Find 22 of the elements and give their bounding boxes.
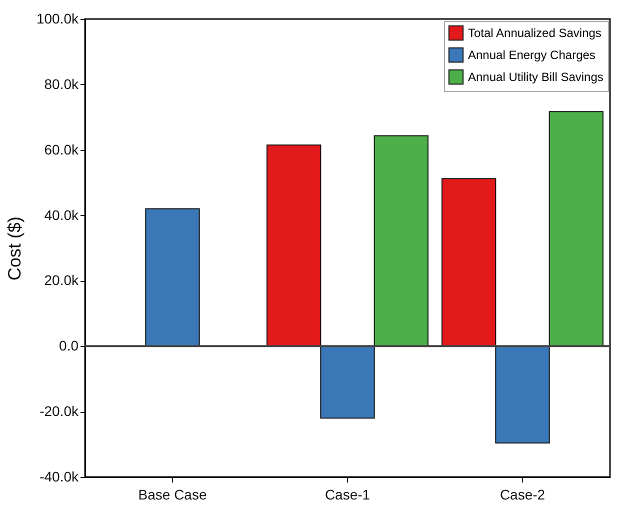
bar: [266, 144, 322, 347]
y-tick-label: 0.0: [59, 338, 79, 354]
y-axis-title: Cost ($): [4, 216, 24, 281]
y-tick-label: 20.0k: [44, 272, 80, 288]
y-tick-label: -20.0k: [40, 403, 80, 420]
bar: [320, 346, 375, 419]
y-tick-label: 60.0k: [44, 141, 80, 158]
legend-label: Total Annualized Savings: [468, 26, 602, 40]
x-tick-label: Case-1: [324, 486, 370, 502]
bar: [548, 111, 604, 347]
legend-label: Annual Utility Bill Savings: [468, 70, 604, 84]
y-tick-label: 80.0k: [44, 76, 80, 92]
x-tick-label: Case-2: [500, 486, 546, 502]
bar: [374, 135, 428, 347]
y-tick-label: 40.0k: [44, 206, 80, 223]
y-tick-label: -40.0k: [40, 468, 80, 484]
bar: [442, 178, 496, 347]
bar: [145, 208, 200, 347]
y-tick-label: 100.0k: [36, 10, 80, 26]
legend-label: Annual Energy Charges: [468, 48, 596, 62]
bar: [495, 346, 550, 444]
x-tick-label: Base Case: [138, 486, 207, 502]
